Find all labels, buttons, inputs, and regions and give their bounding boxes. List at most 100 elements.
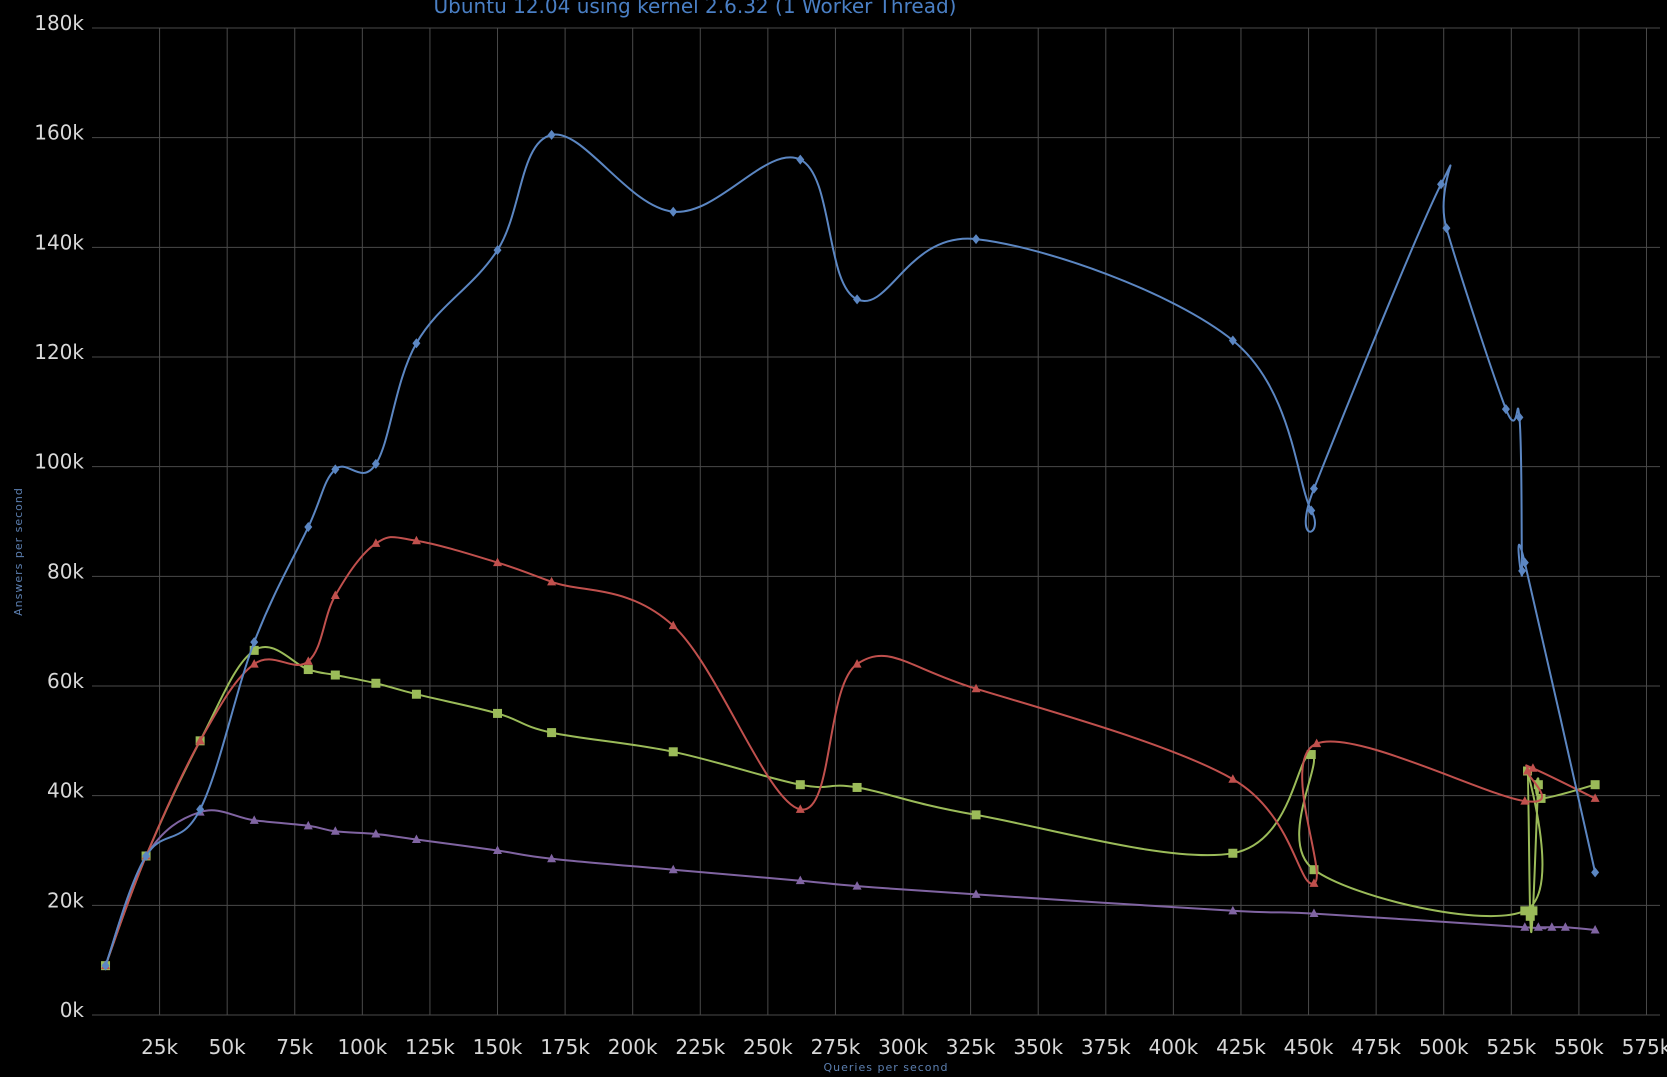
data-point [1228,774,1238,783]
x-tick-label: 150k [473,1035,523,1059]
y-tick-label: 60k [47,669,84,693]
data-point [411,689,421,699]
data-point [303,820,313,830]
series-line [104,133,1597,966]
x-tick-label: 425k [1216,1035,1266,1059]
data-point [250,637,259,648]
x-tick-label: 325k [946,1035,996,1059]
data-point [972,234,981,245]
data-point [1515,412,1524,423]
data-point [547,576,557,586]
data-point [411,834,421,844]
y-tick-label: 20k [47,888,84,912]
data-point [1312,738,1322,748]
chart-title: Ubuntu 12.04 using kernel 2.6.32 (1 Work… [433,0,957,18]
x-tick-label: 175k [540,1035,590,1059]
data-point [547,728,557,738]
y-tick-label: 80k [47,559,84,583]
data-point [1501,404,1510,415]
data-point [971,810,981,820]
series-line [104,809,1596,966]
data-point [795,875,805,885]
data-point [668,620,678,630]
y-axis-title: Answers per second [12,487,25,616]
data-point [249,645,259,655]
data-point [493,845,503,854]
data-point [371,458,380,469]
data-point [852,782,862,792]
data-point [1228,335,1237,346]
data-point [669,206,678,217]
data-point [1228,848,1238,858]
x-tick-label: 400k [1148,1035,1198,1059]
data-point [101,960,110,971]
data-point [330,590,340,600]
data-point [971,683,981,693]
data-point [330,670,340,680]
x-tick-label: 375k [1081,1035,1131,1059]
data-point [371,678,381,688]
x-tick-label: 225k [675,1035,725,1059]
x-tick-label: 350k [1013,1035,1063,1059]
y-tick-label: 120k [34,340,84,364]
x-tick-label: 275k [811,1035,861,1059]
y-tick-label: 0k [60,998,85,1022]
y-tick-label: 140k [34,230,84,254]
x-tick-label: 300k [878,1035,928,1059]
data-point [796,154,805,165]
data-point [249,659,259,668]
data-point [795,804,805,813]
data-point [547,129,556,140]
data-point [1590,780,1600,790]
data-point [852,659,862,668]
x-tick-label: 550k [1554,1035,1604,1059]
data-point [1228,905,1238,915]
y-axis-ticks: 0k 20k 40k 60k 80k 100k 120k 140k 160k 180k [34,11,84,1022]
x-tick-label: 25k [141,1035,178,1059]
data-point [1590,793,1600,802]
data-point [411,535,421,545]
data-point [1307,505,1316,516]
data-point [304,521,313,532]
data-point [1442,223,1451,234]
x-tick-label: 125k [405,1035,455,1059]
y-tick-label: 180k [34,11,84,35]
grid [92,27,1660,1016]
data-point [1520,906,1530,916]
data-point [1560,922,1570,931]
data-point [1528,763,1538,772]
x-axis-ticks: 25k 50k 75k 100k 125k 150k 175k 200k 225k 250k 275… [141,1035,1667,1059]
data-point [493,245,502,256]
series-2 [101,535,1600,970]
x-tick-label: 100k [337,1035,387,1059]
data-point [1591,867,1600,878]
data-point [1520,557,1529,568]
data-point [852,881,862,890]
data-point [331,464,340,475]
data-point [1518,565,1527,576]
data-point [668,747,678,757]
x-tick-label: 75k [276,1035,313,1059]
data-point [1309,483,1318,494]
data-point [668,864,678,874]
data-point [303,665,313,675]
data-point [1547,922,1557,931]
data-point [1520,922,1530,931]
series-3 [101,645,1600,971]
data-point [1309,878,1319,887]
data-point [1533,780,1543,790]
x-tick-label: 475k [1351,1035,1401,1059]
data-point [795,780,805,790]
data-point [1437,179,1446,190]
y-tick-label: 40k [47,779,84,803]
data-point [1309,865,1319,875]
data-point [330,826,340,835]
data-point [303,656,313,665]
x-tick-label: 250k [743,1035,793,1059]
series-line [104,536,1596,966]
x-tick-label: 500k [1419,1035,1469,1059]
data-point [142,850,151,861]
data-point [249,815,259,824]
data-point [493,708,503,718]
data-point [1309,908,1319,918]
